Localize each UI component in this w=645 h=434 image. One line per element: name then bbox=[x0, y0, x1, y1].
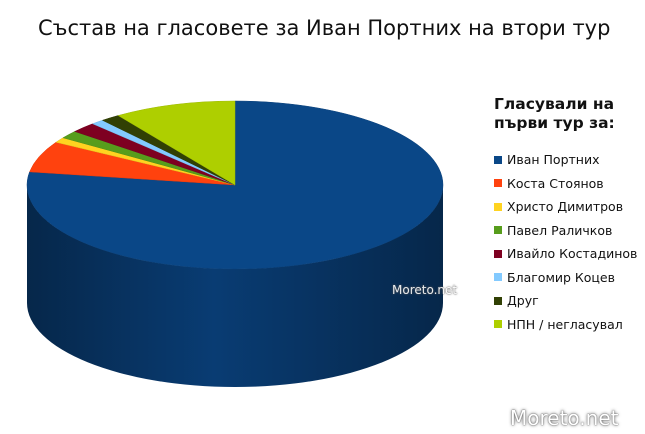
pie-slice-7 bbox=[117, 100, 236, 186]
legend-title: Гласували на първи тур за: bbox=[494, 95, 644, 133]
legend-item-0: Иван Портних bbox=[494, 148, 644, 172]
legend-label-7: НПН / негласувал bbox=[507, 316, 623, 332]
legend-item-4: Ивайло Костадинов bbox=[494, 242, 644, 266]
watermark-corner: Moreto.net bbox=[510, 406, 619, 430]
legend-item-5: Благомир Коцев bbox=[494, 266, 644, 290]
legend-item-7: НПН / негласувал bbox=[494, 313, 644, 337]
legend-swatch-5 bbox=[494, 273, 502, 282]
legend-item-6: Друг bbox=[494, 289, 644, 313]
legend-swatch-3 bbox=[494, 226, 502, 235]
legend-item-1: Коста Стоянов bbox=[494, 172, 644, 196]
pie-tops bbox=[26, 100, 444, 270]
chart-title: Състав на гласовете за Иван Портних на в… bbox=[38, 16, 611, 40]
watermark-center: Moreto.net bbox=[392, 283, 458, 297]
legend-label-6: Друг bbox=[507, 293, 539, 309]
legend-item-3: Павел Раличков bbox=[494, 219, 644, 243]
pie-side-0 bbox=[27, 185, 443, 387]
legend-label-4: Ивайло Костадинов bbox=[507, 246, 638, 262]
legend-label-0: Иван Портних bbox=[507, 152, 600, 168]
legend-label-5: Благомир Коцев bbox=[507, 269, 615, 285]
legend: Иван Портних Коста Стоянов Христо Димитров… bbox=[494, 148, 644, 336]
legend-label-3: Павел Раличков bbox=[507, 222, 613, 238]
legend-item-2: Христо Димитров bbox=[494, 195, 644, 219]
legend-swatch-4 bbox=[494, 249, 502, 258]
legend-swatch-2 bbox=[494, 202, 502, 211]
legend-swatch-1 bbox=[494, 179, 502, 188]
legend-title-line-1: Гласували на bbox=[494, 95, 615, 113]
legend-label-2: Христо Димитров bbox=[507, 199, 624, 215]
legend-label-1: Коста Стоянов bbox=[507, 175, 604, 191]
pie-sides bbox=[27, 185, 443, 387]
legend-swatch-7 bbox=[494, 320, 502, 329]
legend-title-line-2: първи тур за: bbox=[494, 114, 615, 132]
pie-slice-0 bbox=[26, 100, 444, 270]
legend-swatch-0 bbox=[494, 155, 502, 164]
legend-swatch-6 bbox=[494, 296, 502, 305]
